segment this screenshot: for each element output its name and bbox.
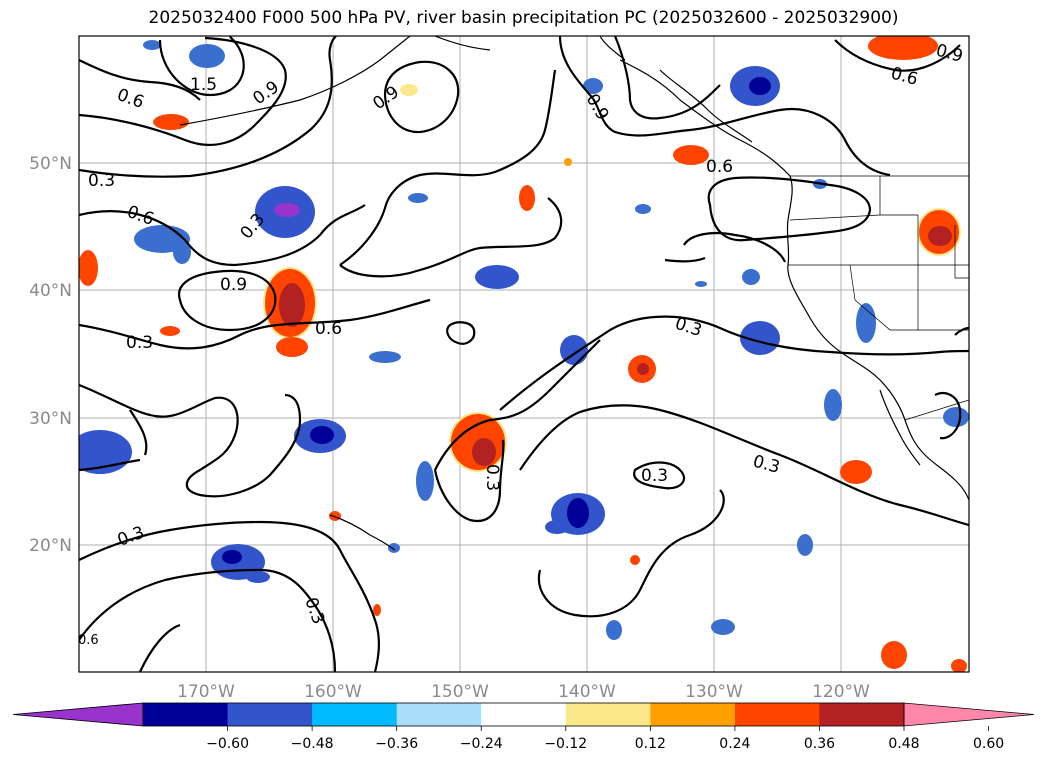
contour-label: 0.6 xyxy=(706,157,733,177)
contour-label: 0.9 xyxy=(220,275,247,295)
colorbar-segment xyxy=(143,703,229,726)
colorbar-segment xyxy=(819,703,905,726)
lon-label: 170°W xyxy=(177,682,235,702)
lon-label: 150°W xyxy=(431,682,489,702)
colorbar-segment xyxy=(734,703,820,726)
lat-label: 30°N xyxy=(29,409,72,429)
lon-label: 160°W xyxy=(304,682,362,702)
longitude-labels: 170°W 160°W 150°W 140°W 130°W 120°W xyxy=(177,682,870,702)
lat-label: 20°N xyxy=(29,536,72,556)
contour-label: 0.3 xyxy=(641,466,668,486)
colorbar-segment xyxy=(227,703,313,726)
lon-label: 120°W xyxy=(812,682,870,702)
colorbar-tick-label: 0.36 xyxy=(804,736,835,752)
colorbar-tick-label: 0.12 xyxy=(635,736,666,752)
colorbar-segment xyxy=(650,703,736,726)
colorbar-frame xyxy=(142,702,905,727)
colorbar-extend-max xyxy=(903,702,1035,727)
precip-anomalies xyxy=(79,36,969,672)
colorbar-segment xyxy=(312,703,398,726)
colorbar-tick-label: −0.36 xyxy=(375,736,418,752)
colorbar-extend-min xyxy=(12,702,144,727)
map-frame xyxy=(78,35,970,673)
contour-label: 1.5 xyxy=(190,75,217,95)
contour-label: 0.3 xyxy=(126,333,153,353)
state-borders xyxy=(788,175,969,421)
lon-label: 140°W xyxy=(558,682,616,702)
colorbar-tick-label: 0.24 xyxy=(719,736,750,752)
colorbar-tick-label: −0.24 xyxy=(460,736,503,752)
graticule xyxy=(79,36,969,672)
colorbar-tick-label: 0.60 xyxy=(973,736,1004,752)
lat-label: 50°N xyxy=(29,154,72,174)
positive-precip-anomaly xyxy=(79,36,967,672)
colorbar-tick-label: 0.48 xyxy=(888,736,919,752)
colorbar: −0.60 −0.48 −0.36 −0.24 −0.12 0.12 0.24 0.36 0.4… xyxy=(12,702,1035,752)
colorbar-segment xyxy=(481,703,567,726)
colorbar-segment xyxy=(396,703,482,726)
coastlines xyxy=(179,36,969,551)
map-title: 2025032400 F000 500 hPa PV, river basin … xyxy=(148,8,899,28)
colorbar-segment xyxy=(565,703,651,726)
lat-label: 40°N xyxy=(29,281,72,301)
pv-contours xyxy=(79,36,969,672)
colorbar-tick-label: −0.60 xyxy=(206,736,249,752)
colorbar-tick-label: −0.48 xyxy=(291,736,334,752)
contour-label: 0.3 xyxy=(88,171,115,191)
contour-label: 0.6 xyxy=(78,633,99,648)
contour-label: 0.6 xyxy=(315,319,342,339)
contour-label: 0.3 xyxy=(482,464,502,491)
map-background xyxy=(79,36,969,672)
lon-label: 130°W xyxy=(685,682,743,702)
latitude-labels: 50°N 40°N 30°N 20°N xyxy=(29,154,72,556)
colorbar-tick-label: −0.12 xyxy=(544,736,587,752)
